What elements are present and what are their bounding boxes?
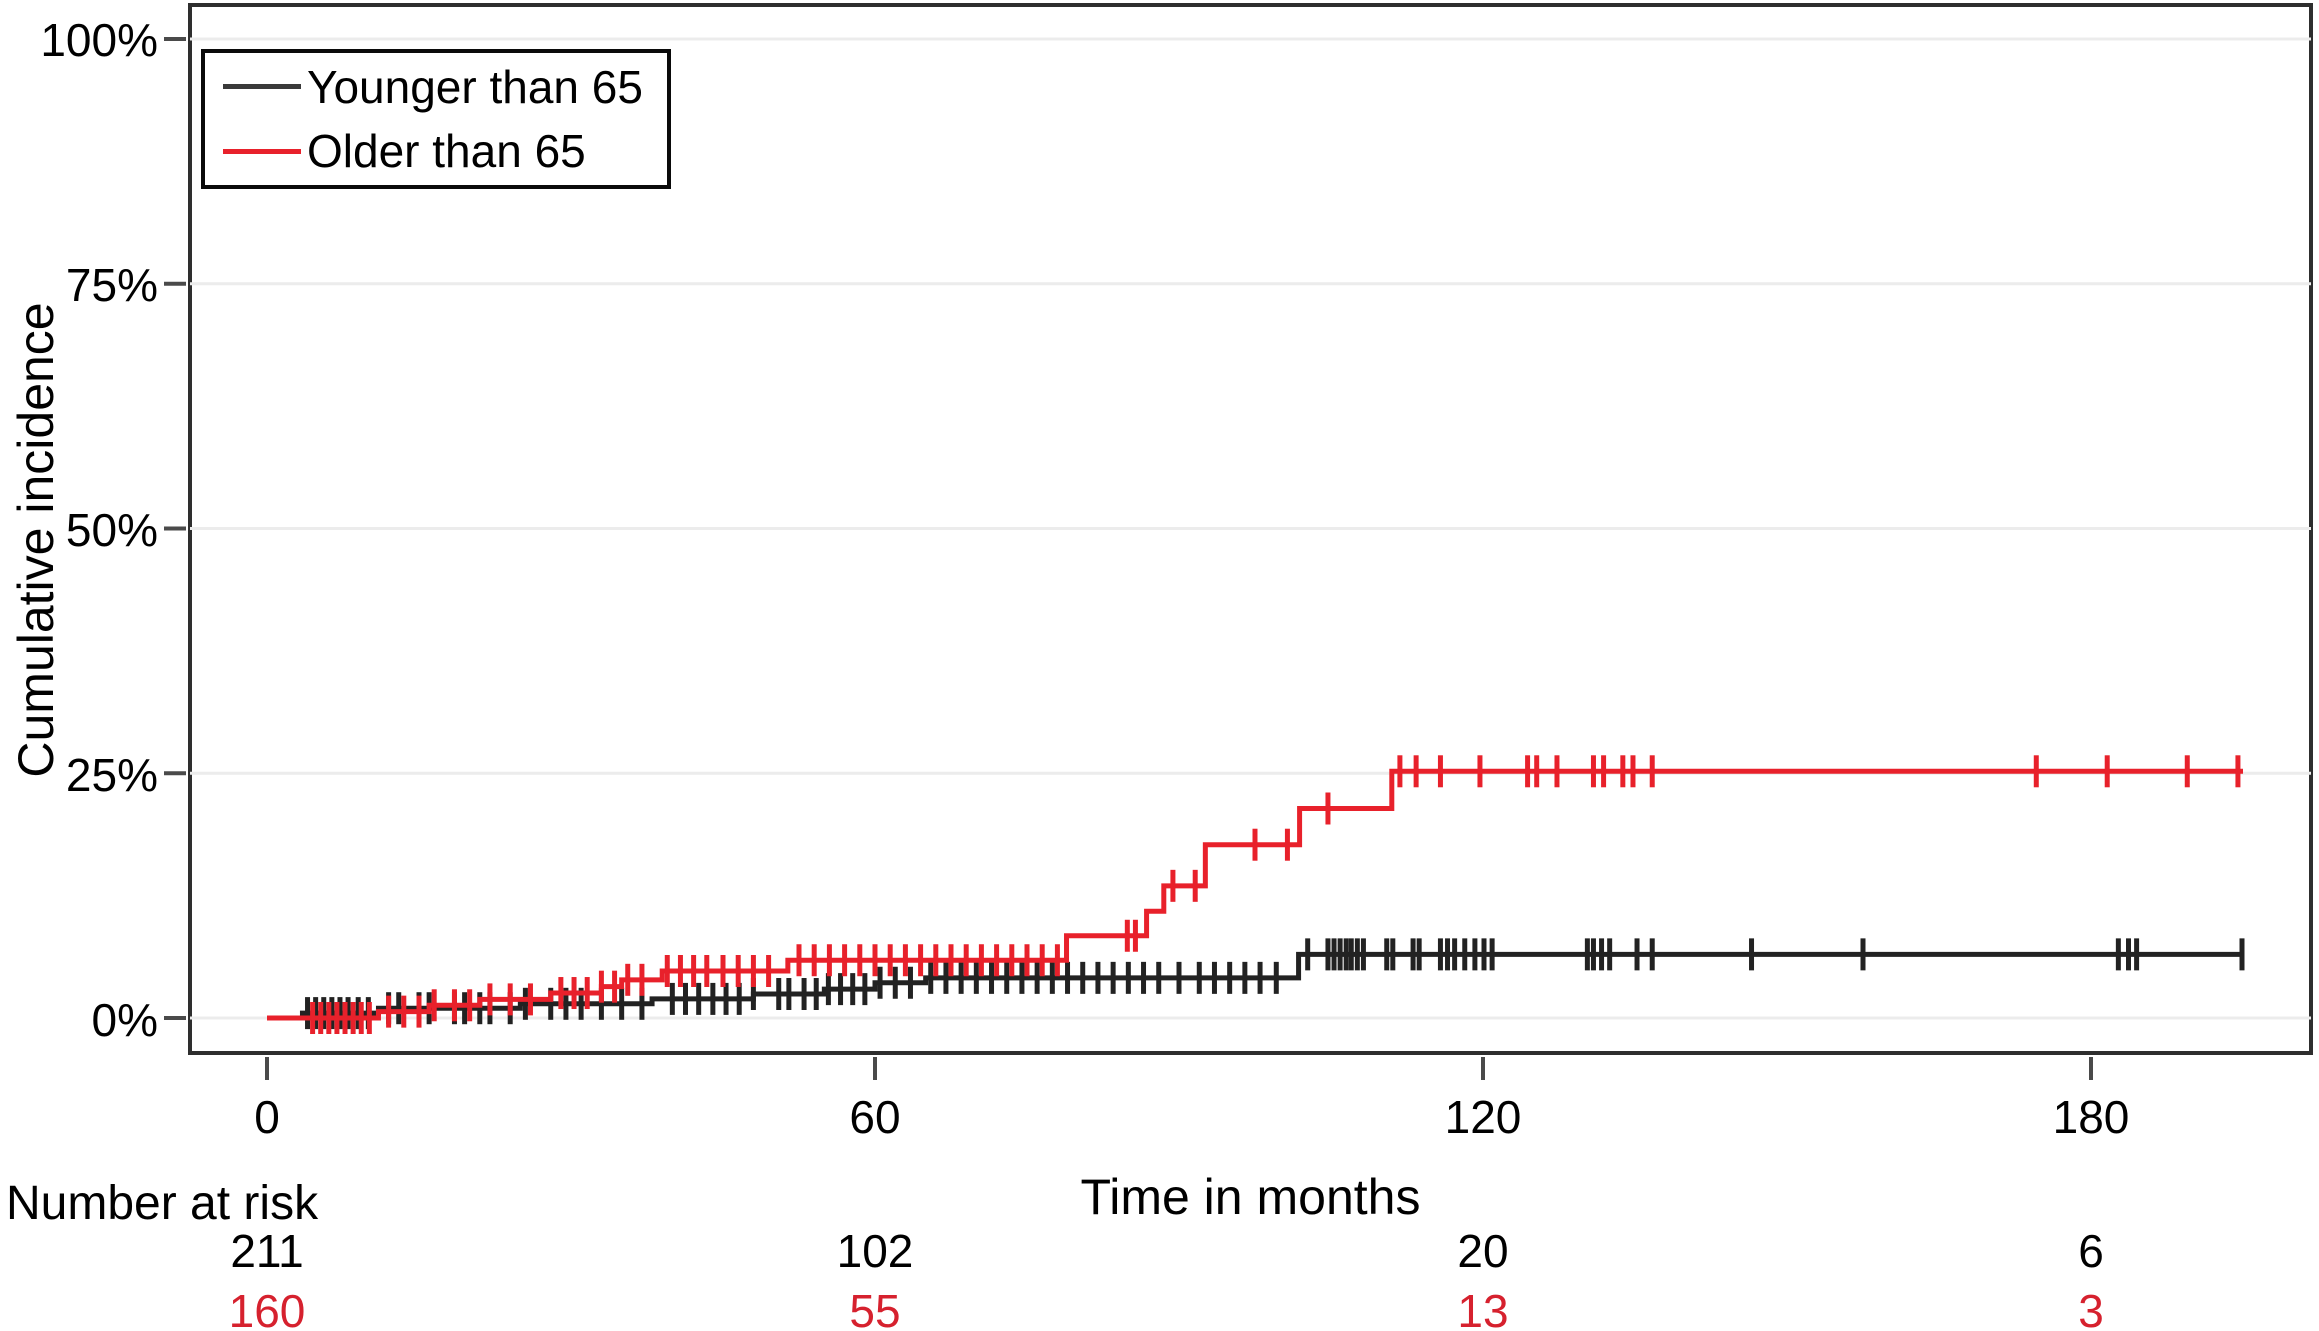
risk-table-title: Number at risk <box>6 1177 319 1230</box>
x-tick-label-120: 120 <box>1444 1091 1522 1143</box>
risk-count-younger-60: 102 <box>836 1225 914 1277</box>
risk-count-younger-180: 6 <box>2078 1225 2104 1277</box>
y-tick-label-100: 100% <box>40 14 158 66</box>
y-tick-label-75: 75% <box>65 259 158 311</box>
risk-count-younger-0: 211 <box>230 1225 304 1277</box>
x-tick-label-180: 180 <box>2052 1091 2130 1143</box>
risk-count-older-0: 160 <box>228 1285 306 1331</box>
legend-label-older: Older than 65 <box>307 125 586 178</box>
legend-item-older: Older than 65 <box>205 120 667 182</box>
legend-label-younger: Younger than 65 <box>307 60 643 113</box>
risk-count-older-60: 55 <box>849 1285 901 1331</box>
survival-curve-older <box>267 768 2243 1021</box>
y-tick-label-0: 0% <box>91 994 158 1046</box>
risk-count-older-180: 3 <box>2078 1285 2104 1331</box>
survival-curve-younger <box>267 951 2243 1021</box>
x-axis-title: Time in months <box>1080 1169 1421 1225</box>
younger-line-swatch-icon <box>223 84 301 90</box>
y-tick-label-50: 50% <box>65 504 158 556</box>
y-tick-label-25: 25% <box>65 749 158 801</box>
legend-item-younger: Younger than 65 <box>205 56 667 118</box>
older-line-swatch-icon <box>223 148 301 154</box>
x-tick-label-60: 60 <box>849 1091 901 1143</box>
x-tick-label-0: 0 <box>254 1091 280 1143</box>
risk-count-older-120: 13 <box>1457 1285 1509 1331</box>
risk-count-younger-120: 20 <box>1457 1225 1509 1277</box>
legend-box: Younger than 65 Older than 65 <box>201 49 671 189</box>
